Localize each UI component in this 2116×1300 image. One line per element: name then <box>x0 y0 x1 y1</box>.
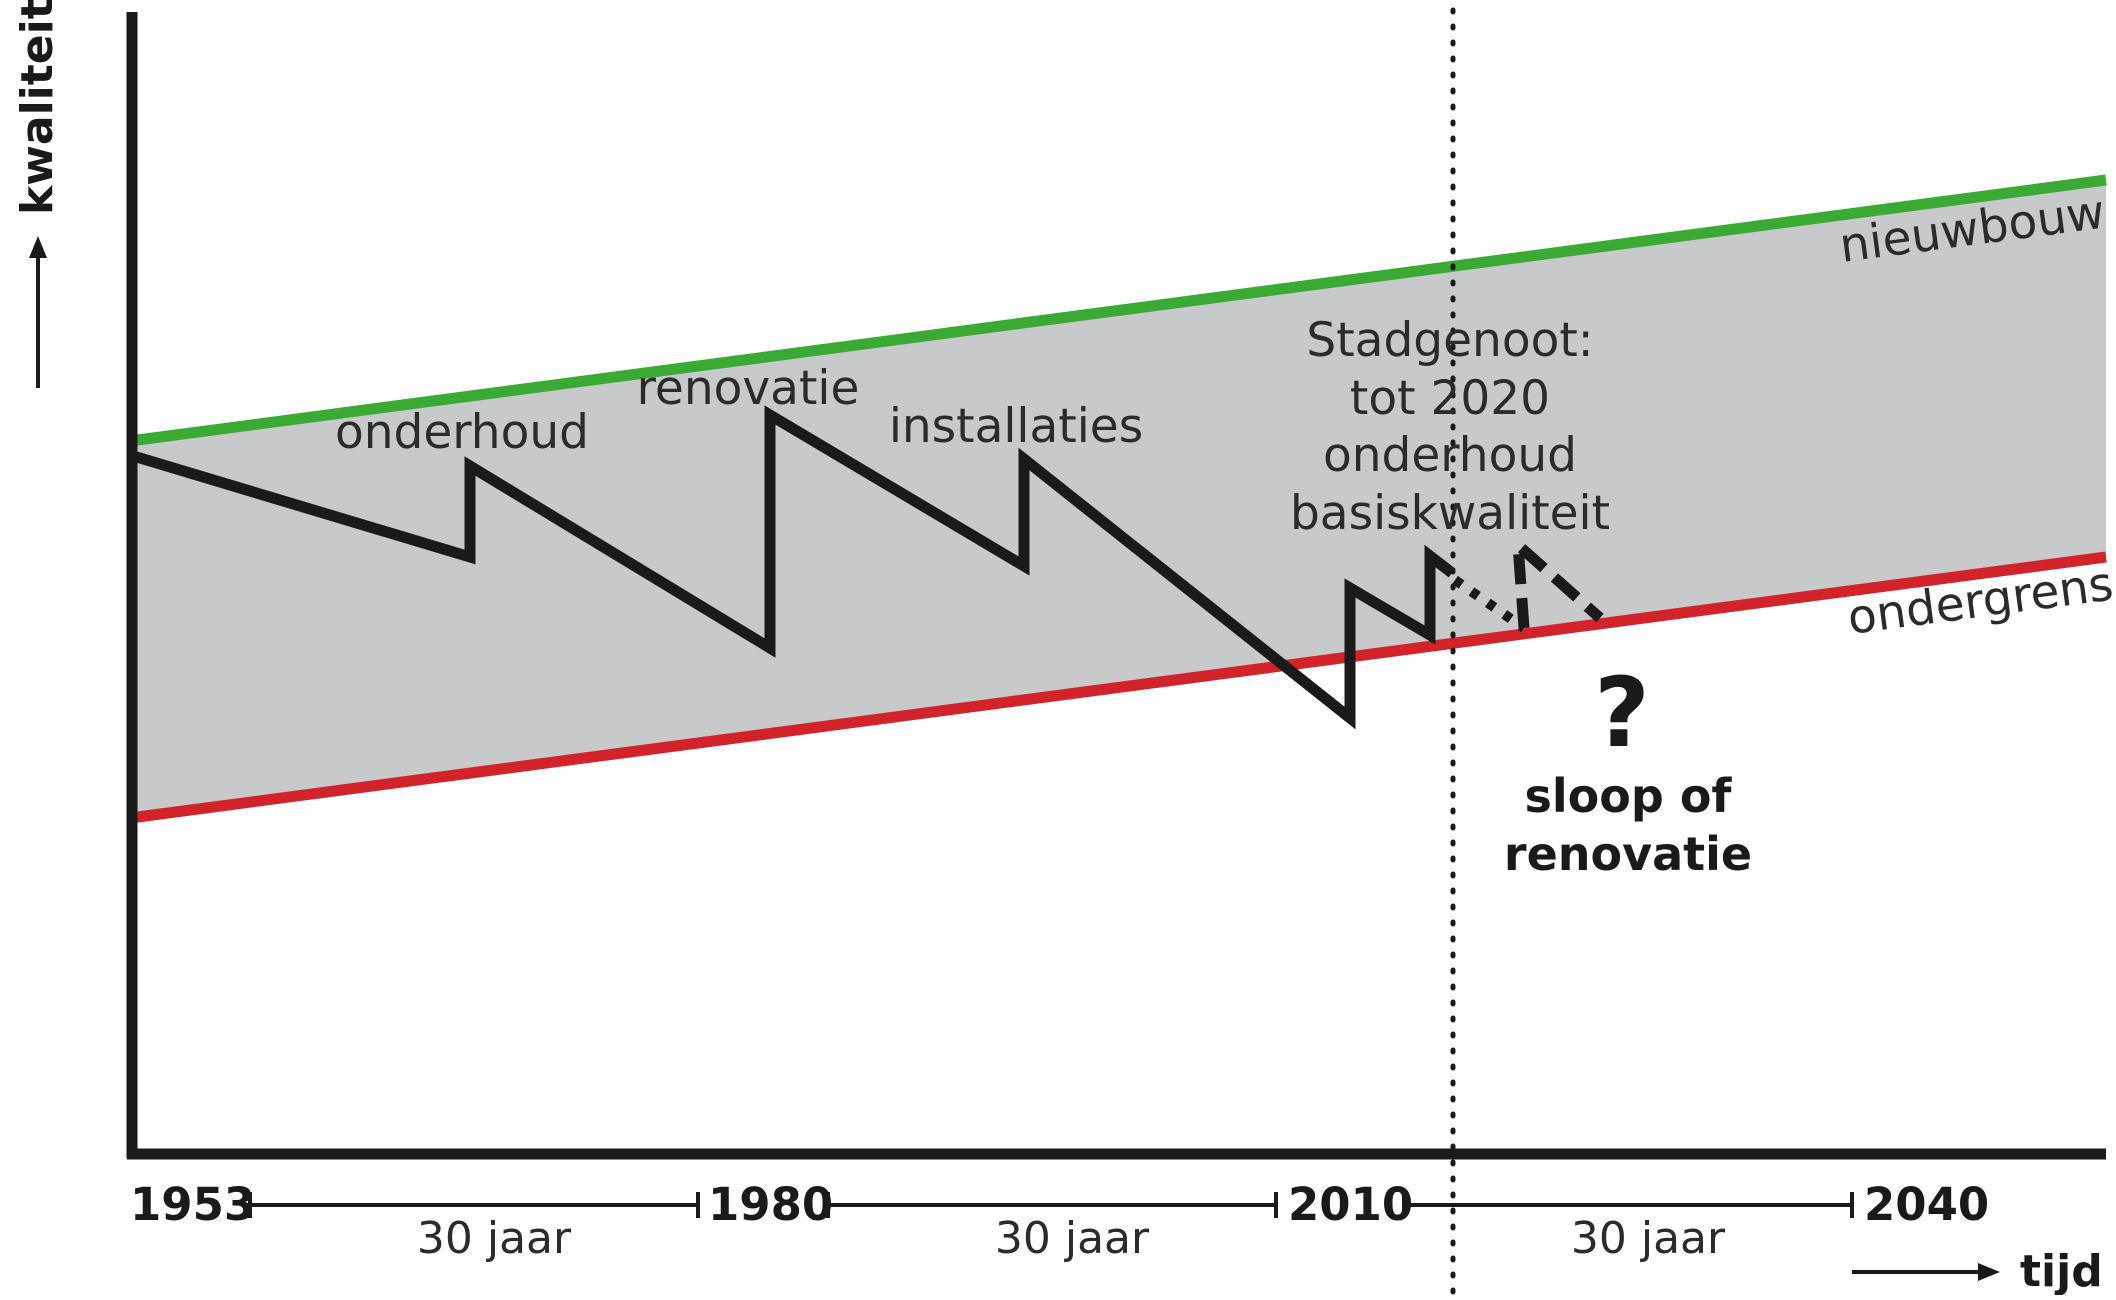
span-label-1: 30 jaar <box>417 1213 572 1264</box>
sloop-note: sloop of renovatie <box>1504 769 1752 881</box>
year-2040: 2040 <box>1864 1178 1989 1231</box>
span-label-3: 30 jaar <box>1571 1213 1726 1264</box>
nieuwbouw-line <box>129 174 2107 447</box>
quality-line-dotted <box>1452 575 1527 633</box>
y-axis-title: kwaliteit <box>12 0 63 215</box>
year-1953: 1953 <box>130 1178 255 1231</box>
question-mark: ? <box>1594 657 1650 769</box>
installaties-label: installaties <box>889 399 1143 454</box>
ondergrens-line <box>129 551 2107 824</box>
year-2010: 2010 <box>1288 1178 1413 1231</box>
timeline-brackets <box>248 1192 1854 1218</box>
sloop-line-1: sloop of <box>1525 769 1733 823</box>
timeline: 1953 1980 2010 2040 30 jaar 30 jaar 30 j… <box>130 1178 1989 1264</box>
sloop-line-2: renovatie <box>1504 827 1752 881</box>
span-label-2: 30 jaar <box>995 1213 1150 1264</box>
quality-band <box>130 180 2106 818</box>
stadgenoot-line-2: tot 2020 <box>1350 371 1550 426</box>
x-axis-title-group: tijd <box>1852 1246 2103 1297</box>
stadgenoot-line-4: basiskwaliteit <box>1290 486 1610 541</box>
renovatie-label: renovatie <box>637 361 860 416</box>
stadgenoot-line-1: Stadgenoot: <box>1306 313 1593 368</box>
onderhoud-label: onderhoud <box>335 405 589 460</box>
quality-line <box>128 405 1456 730</box>
stadgenoot-note: Stadgenoot: tot 2020 onderhoud basiskwal… <box>1290 313 1610 541</box>
year-1980: 1980 <box>708 1178 833 1231</box>
x-axis-arrowhead <box>1978 1263 2000 1281</box>
stadgenoot-line-3: onderhoud <box>1323 428 1577 483</box>
x-axis-title: tijd <box>2020 1246 2103 1295</box>
y-axis-title-group: kwaliteit <box>12 0 63 388</box>
y-axis-arrowhead <box>29 236 47 258</box>
quality-line-dashed-option <box>1511 531 1604 629</box>
